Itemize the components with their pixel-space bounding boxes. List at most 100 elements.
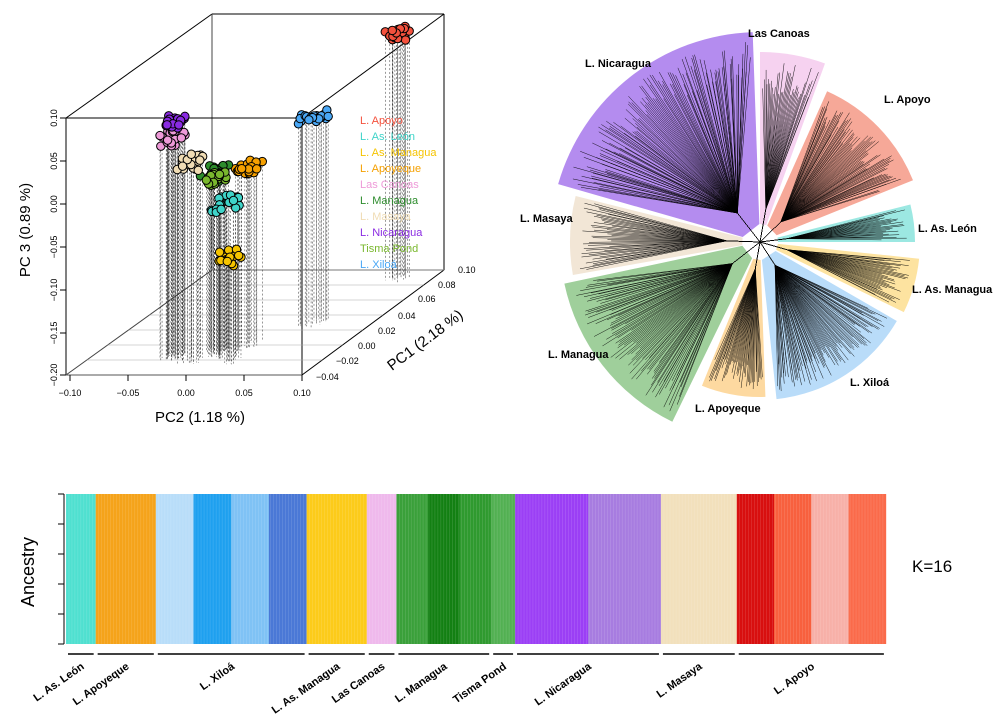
pca-point — [214, 247, 225, 257]
pca-point — [236, 163, 247, 174]
z-tick-label: 0.10 — [458, 265, 476, 275]
admixture-bar — [428, 494, 460, 644]
pca-point — [304, 115, 314, 125]
z-tick-label: 0.08 — [438, 280, 456, 290]
pca-point — [400, 35, 411, 45]
z-tick-label: 0.00 — [358, 341, 376, 351]
population-label: L. Apoyo — [772, 660, 817, 697]
legend-entry: L. Apoyeque — [360, 163, 421, 175]
legend-entry: Las Canoas — [360, 179, 419, 191]
admixture-bar — [396, 494, 429, 644]
population-label: L. Managua — [393, 660, 450, 705]
legend-entry: L. Nicaragua — [360, 227, 423, 239]
pca-point — [176, 133, 187, 143]
admixture-bar — [66, 494, 96, 644]
admixture-bar — [588, 494, 662, 644]
admixture-bar — [515, 494, 589, 644]
admixture-bar — [660, 494, 738, 644]
x-tick-label: 0.00 — [177, 388, 195, 398]
admixture-bar — [306, 494, 368, 644]
legend-entry: L. As. León — [360, 131, 415, 143]
k-label: K=16 — [912, 557, 952, 576]
legend-entry: L. Xiloá — [360, 259, 398, 271]
pca-point — [174, 120, 184, 130]
population-label: L. Xiloá — [198, 660, 238, 693]
pca-x-axis: −0.10 −0.05 0.00 0.05 0.10 — [59, 375, 311, 398]
admixture-bar — [366, 494, 397, 644]
tree-branch — [759, 238, 882, 243]
y-tick-label: −0.05 — [49, 236, 59, 259]
z-tick-label: 0.02 — [378, 326, 396, 336]
legend-entry: L. As. Managua — [360, 147, 437, 159]
admixture-bar — [459, 494, 492, 644]
pca-point — [216, 204, 226, 215]
admixture-y-axis — [58, 493, 65, 645]
admixture-bar — [193, 494, 232, 644]
tree-branch — [759, 241, 778, 387]
pca-point — [214, 169, 225, 180]
legend-entry: L. Apoyo — [360, 115, 403, 127]
admixture-bar — [491, 494, 516, 644]
population-label: Tisma Pond — [451, 661, 509, 706]
y-tick-label: −0.15 — [49, 322, 59, 345]
tree-branch — [759, 72, 819, 243]
population-label: L. As. Managua — [270, 660, 343, 716]
pca-point — [162, 120, 172, 130]
x-tick-label: −0.10 — [59, 388, 82, 398]
z-tick-label: −0.02 — [336, 356, 359, 366]
pca-point — [323, 111, 333, 122]
admixture-bar — [848, 494, 887, 644]
population-label: L. Masaya — [655, 660, 706, 700]
pca-point — [155, 130, 165, 141]
pca-point — [186, 149, 196, 159]
pca-floor-grid — [66, 269, 444, 376]
admixture-bar — [95, 494, 157, 644]
tree-branch — [759, 191, 880, 243]
admixture-bar — [811, 494, 849, 644]
clade-label: L. Xiloá — [850, 377, 890, 389]
pca-point — [193, 165, 203, 176]
tree-branch — [593, 241, 761, 281]
clade-label: L. As. León — [918, 223, 977, 235]
clade-label: L. Apoyeque — [695, 403, 761, 415]
admixture-y-label: Ancestry — [18, 537, 38, 607]
legend-entry: L. Managua — [360, 195, 419, 207]
admixture-bar — [231, 494, 270, 644]
legend-entry: L. Masaya — [360, 211, 412, 223]
clade-label: L. Managua — [548, 349, 609, 361]
z-tick-label: 0.06 — [418, 294, 436, 304]
tree-branch — [737, 57, 761, 243]
pca-drop-lines — [159, 26, 410, 365]
z-tick-label: −0.04 — [316, 372, 339, 382]
y-tick-label: −0.20 — [49, 364, 59, 387]
pca-point — [233, 250, 244, 261]
tree-branches — [572, 42, 910, 412]
y-tick-label: −0.10 — [49, 279, 59, 302]
z-tick-label: 0.04 — [398, 311, 416, 321]
pca-point — [251, 164, 262, 174]
clade-label: L. Apoyo — [884, 94, 931, 106]
pca-x-label: PC2 (1.18 %) — [155, 409, 245, 426]
pca-point — [201, 175, 212, 185]
pca-point — [222, 256, 232, 267]
y-tick-label: 0.10 — [49, 109, 59, 127]
tree-branch — [594, 203, 761, 243]
pca-y-label: PC 3 (0.89 %) — [17, 183, 34, 277]
legend-entry: Tisma Pond — [360, 243, 418, 255]
y-tick-label: 0.05 — [49, 152, 59, 170]
admixture-bars — [65, 494, 887, 644]
pca-point — [177, 161, 188, 171]
clade-label: L. Masaya — [520, 213, 573, 225]
pca-point — [228, 195, 239, 206]
clade-label: L. As. Managua — [912, 284, 993, 296]
y-tick-label: 0.00 — [49, 195, 59, 213]
pca-point — [162, 135, 173, 145]
admixture-bar — [155, 494, 194, 644]
pca-point — [387, 25, 397, 36]
pca-y-axis: 0.10 0.05 0.00 −0.05 −0.10 −0.15 −0.20 — [49, 109, 66, 386]
tree-branch — [759, 241, 890, 303]
x-tick-label: −0.05 — [117, 388, 140, 398]
